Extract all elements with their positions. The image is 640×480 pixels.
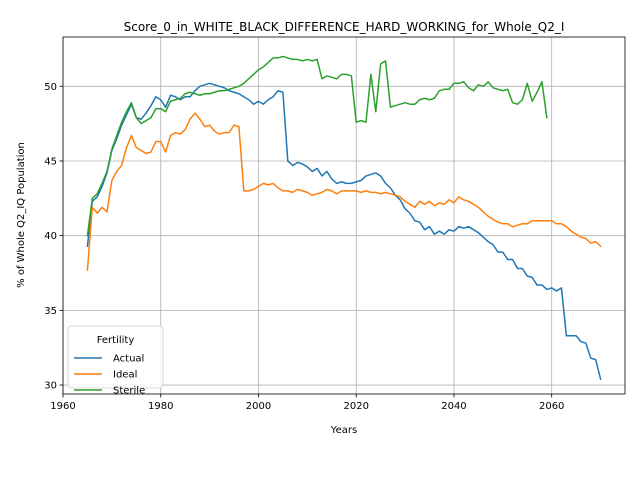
- x-axis-ticks: 1960 1980 2000 2020 2040 2060: [50, 394, 564, 412]
- x-tick-label: 2060: [539, 401, 564, 412]
- y-axis-label: % of Whole Q2_IQ Population: [16, 142, 27, 288]
- x-tick-label: 1960: [50, 401, 75, 412]
- x-axis-label: Years: [330, 425, 357, 436]
- y-tick-label: 45: [44, 156, 57, 167]
- legend-items: Actual Ideal Sterile: [74, 354, 145, 397]
- x-tick-label: 2040: [441, 401, 466, 412]
- legend-label-sterile: Sterile: [113, 386, 145, 397]
- chart-title: Score_0_in_WHITE_BLACK_DIFFERENCE_HARD_W…: [124, 20, 565, 34]
- legend-box: [67, 325, 164, 389]
- legend-title: Fertility: [97, 335, 135, 346]
- legend-label-actual: Actual: [113, 354, 144, 365]
- series-line-ideal: [86, 112, 602, 271]
- x-tick-label: 2020: [343, 401, 368, 412]
- x-tick-label: 2000: [246, 401, 271, 412]
- legend-label-ideal: Ideal: [113, 370, 137, 381]
- y-tick-label: 35: [44, 306, 57, 317]
- series-layer: [86, 55, 602, 380]
- y-tick-label: 30: [44, 381, 57, 392]
- grid-lines: [62, 37, 625, 394]
- x-tick-label: 1980: [148, 401, 173, 412]
- series-line-actual: [86, 82, 602, 380]
- y-tick-label: 50: [44, 82, 57, 93]
- series-line-sterile: [86, 55, 548, 237]
- y-tick-label: 40: [44, 231, 57, 242]
- y-axis-ticks: 30 35 40 45 50: [44, 82, 63, 392]
- legend: Fertility Actual Ideal Sterile: [67, 325, 164, 397]
- plot-frame: [62, 36, 626, 395]
